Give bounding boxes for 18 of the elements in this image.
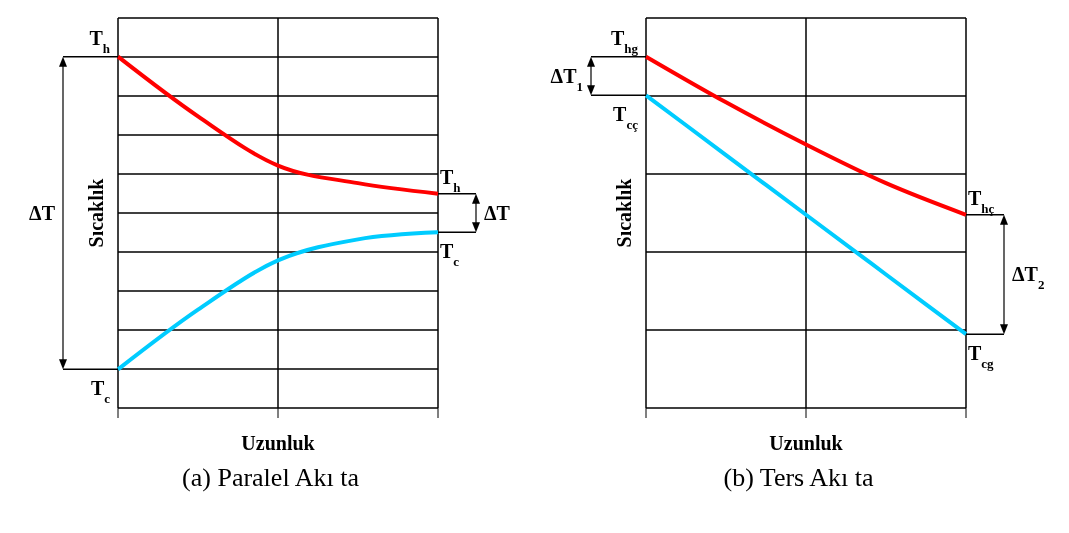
text: T$_{hç}$ (968, 186, 995, 216)
text: T$_{h}$ (440, 165, 462, 195)
text: (a) Paralel Akı ta (181, 463, 360, 493)
text: T$_{cg}$ (968, 342, 995, 371)
text: T$_{hg}$ (610, 26, 639, 56)
text: T$_{h}$ (89, 26, 111, 56)
x-axis-title: Uzunluk (241, 432, 316, 454)
text: T$_{c}$ (440, 240, 460, 269)
text: T$_{c}$ (90, 377, 111, 406)
text: ΔT (29, 202, 56, 224)
y-axis-title: Sıcaklık (613, 177, 636, 248)
y-axis-title: Sıcaklık (85, 177, 108, 248)
text: ΔT (484, 202, 511, 224)
text: ΔT$_{1}$ (550, 64, 583, 94)
text: (b) Ters Akı ta (722, 463, 875, 493)
text: T$_{cç}$ (613, 103, 639, 132)
text: ΔT$_{2}$ (1012, 263, 1045, 292)
x-axis-title: Uzunluk (769, 432, 844, 454)
